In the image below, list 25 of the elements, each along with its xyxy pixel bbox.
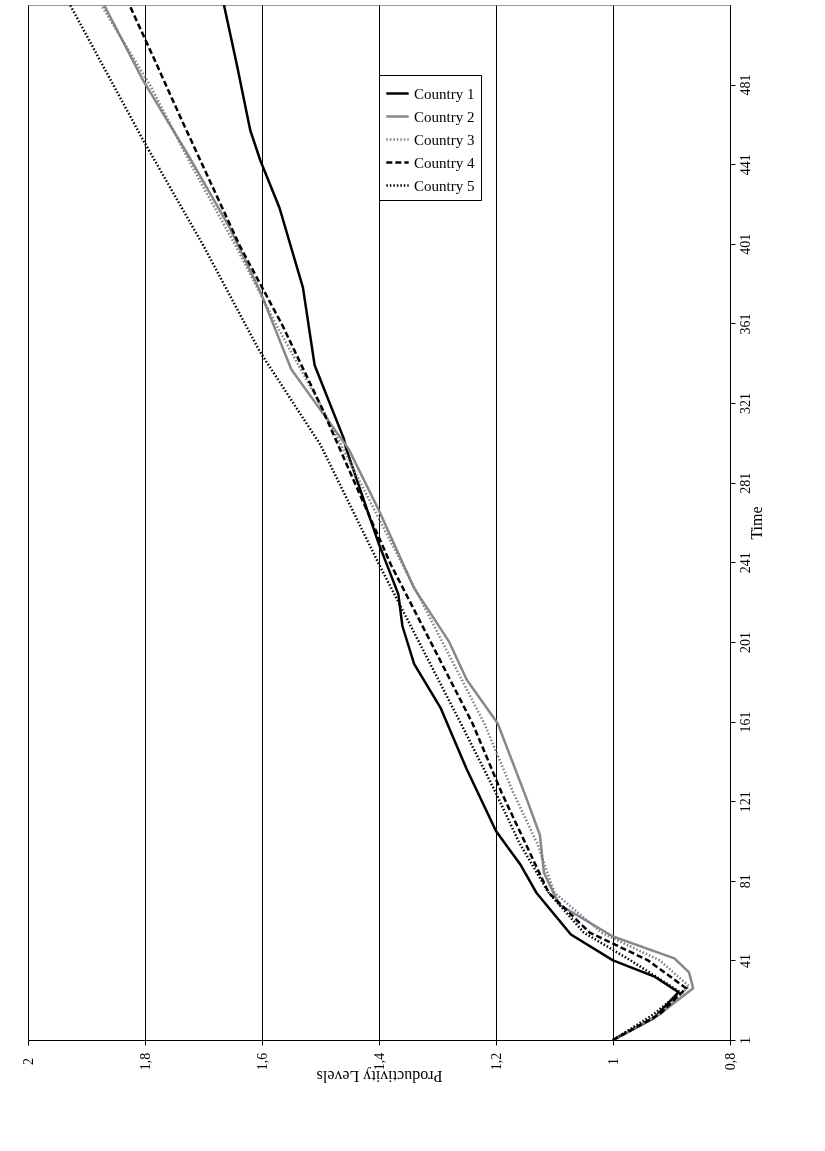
y-tick-label: 401 [737, 233, 753, 255]
x-tick-label: 1,2 [488, 1052, 504, 1071]
y-tick-label: 81 [737, 874, 753, 889]
legend-label: Country 3 [414, 131, 475, 148]
y-axis-title: Time [747, 506, 765, 540]
y-tick-label: 441 [737, 154, 753, 176]
legend-label: Country 4 [414, 154, 475, 171]
legend-label: Country 5 [414, 177, 475, 194]
x-tick-label: 2 [20, 1058, 36, 1065]
x-tick-label: 1,8 [137, 1052, 153, 1071]
y-tick-label: 41 [737, 953, 753, 968]
y-tick-label: 481 [737, 74, 753, 96]
y-tick-label: 1 [737, 1037, 753, 1044]
legend-label: Country 1 [414, 85, 475, 102]
x-tick-label: 0,8 [722, 1052, 738, 1071]
y-tick-label: 281 [737, 472, 753, 494]
y-tick-label: 241 [737, 552, 753, 574]
y-tick-label: 201 [737, 631, 753, 653]
x-tick-label: 1,6 [254, 1052, 270, 1071]
y-tick-label: 321 [737, 393, 753, 415]
y-tick-label: 161 [737, 711, 753, 733]
x-tick-label: 1 [605, 1058, 621, 1065]
legend-label: Country 2 [414, 108, 475, 125]
y-tick-label: 361 [737, 313, 753, 335]
y-tick-label: 121 [737, 791, 753, 813]
